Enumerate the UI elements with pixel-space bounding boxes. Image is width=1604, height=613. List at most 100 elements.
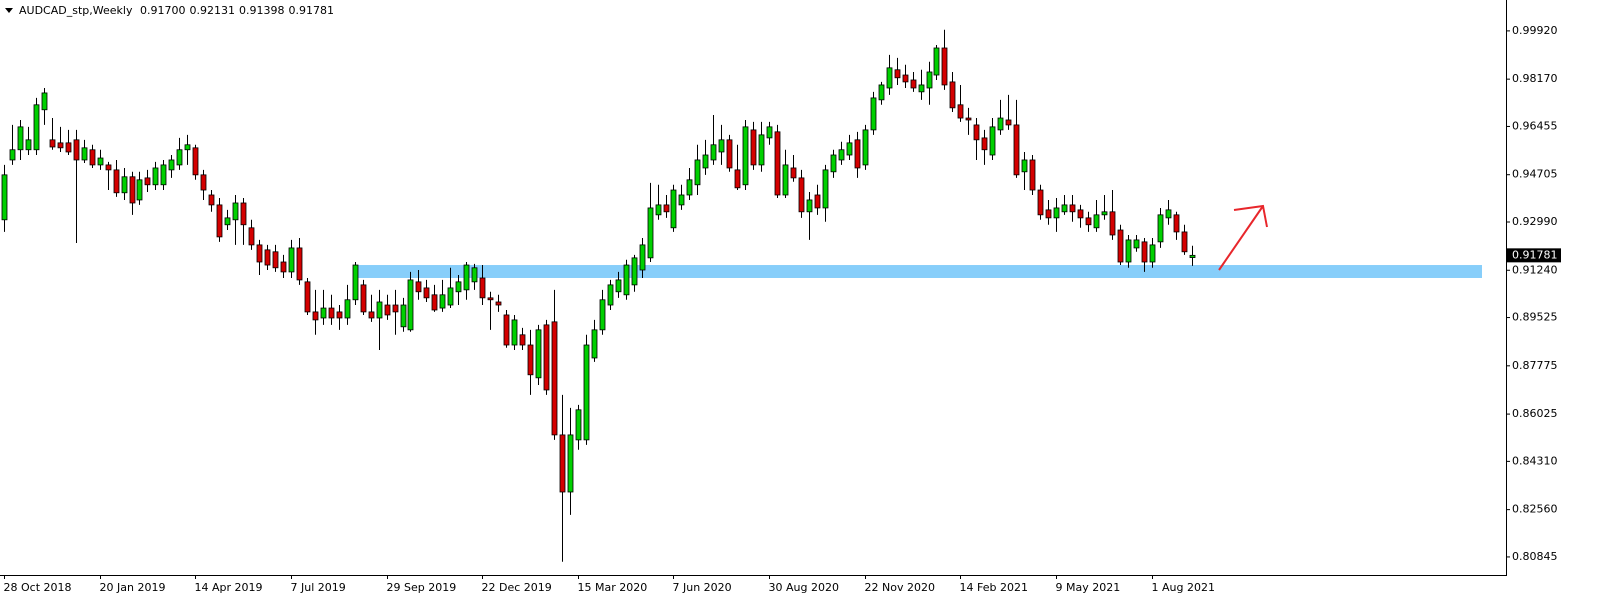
candle-body [368, 311, 375, 319]
candle-body [41, 92, 48, 111]
annotation-arrow [1218, 204, 1268, 271]
candle-body [607, 284, 614, 306]
candle-body [1037, 189, 1044, 216]
candle-body [941, 47, 948, 86]
candle-body [129, 176, 136, 204]
candle-body [136, 179, 143, 201]
candle-body [184, 144, 191, 151]
candle-body [997, 117, 1004, 131]
x-tick-label: 7 Jul 2019 [291, 581, 346, 594]
candle-body [224, 217, 231, 226]
candle-body [1, 174, 8, 221]
candle-body [854, 139, 861, 169]
candle-body [822, 169, 829, 209]
candle-body [965, 117, 972, 121]
candle-body [192, 147, 199, 176]
candle-body [678, 194, 685, 206]
candle-body [376, 301, 383, 319]
candle-body [949, 81, 956, 109]
candle-body [981, 137, 988, 151]
candle-body [65, 142, 72, 153]
candle-body [296, 247, 303, 281]
candle-body [989, 126, 996, 156]
candle-body [1029, 159, 1036, 191]
y-tick-label: 0.80845 [1512, 550, 1558, 563]
candle-body [511, 319, 518, 346]
candle-body [1117, 229, 1124, 263]
candle-body [232, 202, 239, 221]
candle-body [806, 199, 813, 213]
candle-body [1077, 209, 1084, 219]
candle-body [599, 299, 606, 331]
candle-body [631, 257, 638, 286]
candle-body [766, 126, 773, 139]
candle-body [168, 159, 175, 171]
support-zone [356, 265, 1482, 278]
candle-body [878, 84, 885, 101]
arrow-head [1233, 204, 1268, 228]
candle-body [121, 176, 128, 194]
candle-body [718, 139, 725, 153]
y-tick-label: 0.82560 [1512, 503, 1558, 516]
candle-body [471, 267, 478, 283]
candle-body [758, 134, 765, 166]
candle-body [17, 126, 24, 151]
candle-body [686, 179, 693, 196]
candle-body [639, 244, 646, 271]
candle-body [1125, 239, 1132, 263]
candle-body [25, 139, 32, 151]
header-value: 0.91398 [239, 4, 285, 17]
candle-body [670, 189, 677, 229]
candle-body [384, 304, 391, 316]
candle-body [73, 139, 80, 161]
candle-body [288, 247, 295, 273]
header-value: 0.91781 [289, 4, 335, 17]
candle-body [559, 434, 566, 493]
candle-body [886, 67, 893, 89]
candle-body [535, 329, 542, 379]
candle-body [1085, 217, 1092, 226]
candle-body [1045, 209, 1052, 219]
candle-body [463, 264, 470, 291]
candle-body [750, 129, 757, 166]
candle-body [9, 149, 16, 161]
header: AUDCAD_stp,Weekly [19, 4, 133, 17]
x-tick-label: 29 Sep 2019 [387, 581, 457, 594]
candle-body [97, 157, 104, 166]
candle-body [623, 264, 630, 296]
candle-body [200, 174, 207, 191]
candle-body [910, 79, 917, 89]
plot-area [1, 29, 1482, 562]
candle-body [1021, 159, 1028, 173]
y-tick-label: 0.96455 [1512, 119, 1558, 132]
candle-body [455, 281, 462, 293]
candle-body [838, 149, 845, 161]
candle-body [439, 294, 446, 309]
candle-body [830, 154, 837, 173]
y-tick-label: 0.89525 [1512, 311, 1558, 324]
candle-body [423, 287, 430, 299]
candle-body [973, 124, 980, 141]
header-values: 0.91700 0.92131 0.91398 0.91781 [140, 4, 334, 17]
candle-body [710, 144, 717, 161]
header-value: 0.91700 [140, 4, 186, 17]
last-price-label: 0.91781 [1512, 248, 1558, 261]
candle-body [1157, 214, 1164, 243]
candle-body [495, 301, 502, 306]
candle-body [1109, 211, 1116, 236]
candle-body [615, 279, 622, 293]
candle-body [647, 207, 654, 259]
candle-body [89, 149, 96, 166]
candle-body [113, 169, 120, 194]
header-triangle [5, 8, 13, 13]
candle-body [160, 164, 167, 186]
candle-body [1013, 124, 1020, 176]
candle-body [1189, 254, 1196, 258]
y-tick-label: 0.99920 [1512, 24, 1558, 37]
candle-body [1181, 231, 1188, 253]
candle-body [248, 227, 255, 246]
candle-body [1141, 241, 1148, 263]
candle-body [1053, 207, 1060, 219]
candle-body [551, 321, 558, 436]
candle-body [176, 149, 183, 166]
